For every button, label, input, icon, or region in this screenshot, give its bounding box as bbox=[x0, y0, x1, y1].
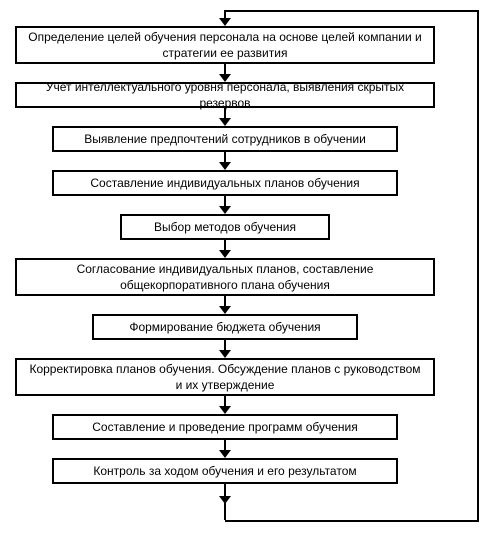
node-6: Согласование индивидуальных планов, сост… bbox=[15, 258, 435, 296]
node-8-label: Корректировка планов обучения. Обсуждени… bbox=[25, 361, 425, 393]
node-5: Выбор методов обучения bbox=[120, 214, 330, 240]
node-9: Составление и проведение программ обучен… bbox=[52, 414, 398, 440]
node-10-label: Контроль за ходом обучения и его результ… bbox=[93, 463, 356, 479]
node-1-label: Определение целей обучения персонала на … bbox=[25, 29, 425, 61]
feedback-line-bottom bbox=[225, 520, 479, 522]
arrowhead-entry bbox=[219, 18, 231, 26]
node-9-label: Составление и проведение программ обучен… bbox=[92, 419, 357, 435]
node-7: Формирование бюджета обучения bbox=[92, 314, 358, 340]
arrowhead-6-7 bbox=[219, 306, 231, 314]
node-3-label: Выявление предпочтений сотрудников в обу… bbox=[84, 131, 366, 147]
flowchart-canvas: Определение целей обучения персонала на … bbox=[0, 0, 500, 538]
node-7-label: Формирование бюджета обучения bbox=[129, 319, 320, 335]
feedback-line-right bbox=[477, 10, 479, 522]
arrowhead-4-5 bbox=[219, 206, 231, 214]
node-6-label: Согласование индивидуальных планов, сост… bbox=[25, 261, 425, 293]
node-2: Учет интеллектуального уровня персонала,… bbox=[15, 82, 435, 108]
arrowhead-7-8 bbox=[219, 350, 231, 358]
arrowhead-2-3 bbox=[219, 118, 231, 126]
node-3: Выявление предпочтений сотрудников в обу… bbox=[52, 126, 398, 152]
node-8: Корректировка планов обучения. Обсуждени… bbox=[15, 358, 435, 396]
node-5-label: Выбор методов обучения bbox=[154, 219, 296, 235]
arrowhead-5-6 bbox=[219, 250, 231, 258]
node-4: Составление индивидуальных планов обучен… bbox=[52, 170, 398, 196]
arrowhead-9-10 bbox=[219, 450, 231, 458]
arrowhead-8-9 bbox=[219, 406, 231, 414]
arrowhead-exit bbox=[219, 496, 231, 504]
feedback-line-top bbox=[225, 10, 479, 12]
arrowhead-3-4 bbox=[219, 162, 231, 170]
node-1: Определение целей обучения персонала на … bbox=[15, 26, 435, 64]
node-2-label: Учет интеллектуального уровня персонала,… bbox=[25, 79, 425, 111]
node-10: Контроль за ходом обучения и его результ… bbox=[52, 458, 398, 484]
node-4-label: Составление индивидуальных планов обучен… bbox=[90, 175, 359, 191]
